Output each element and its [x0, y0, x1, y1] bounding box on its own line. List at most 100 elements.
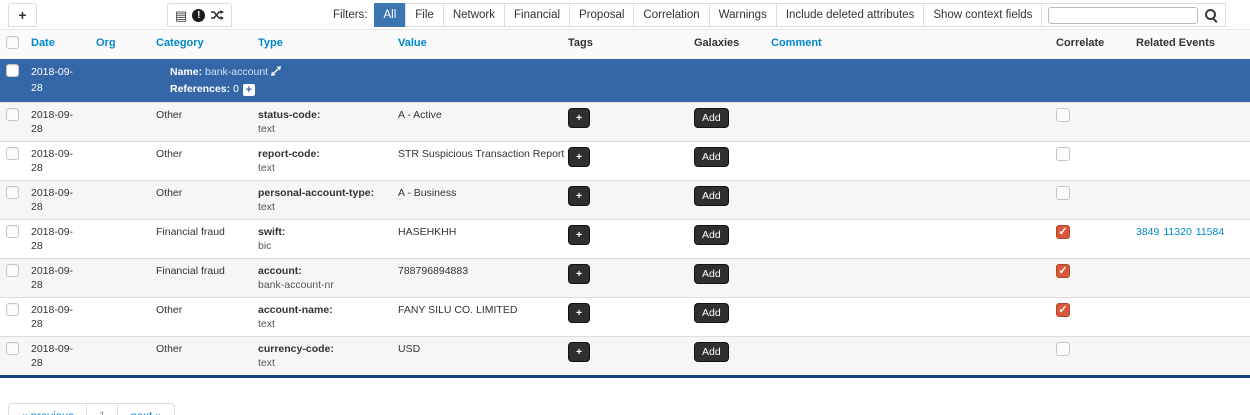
attribute-row: 2018-09-28 Other report-code: text STR Su…: [0, 141, 1250, 181]
row-checkbox[interactable]: [6, 225, 19, 238]
pagination-previous[interactable]: « previous: [8, 403, 88, 415]
attr-value: FANY SILU CO. LIMITED: [392, 297, 548, 337]
add-attribute-button[interactable]: +: [8, 3, 37, 27]
attr-type: personal-account-type: text: [252, 180, 392, 220]
add-reference-icon[interactable]: +: [242, 84, 255, 96]
sort-org-link[interactable]: Org: [96, 37, 116, 49]
filters-label: Filters:: [333, 9, 368, 21]
pagination-next[interactable]: next »: [117, 403, 175, 415]
related-event-link[interactable]: 11320: [1163, 226, 1192, 238]
attr-value: A - Business: [392, 180, 548, 220]
attr-value: USD: [392, 336, 548, 377]
object-row-checkbox[interactable]: [6, 64, 19, 77]
add-galaxy-button[interactable]: Add: [694, 108, 729, 128]
related-event-link[interactable]: 3849: [1136, 226, 1160, 238]
attr-comment: [765, 336, 1050, 377]
attr-org: [90, 297, 150, 337]
attr-org: [90, 258, 150, 298]
correlate-checkbox[interactable]: [1056, 264, 1070, 278]
related-events-cell: [1130, 180, 1250, 220]
filter-tab-include-deleted[interactable]: Include deleted attributes: [775, 3, 925, 27]
filter-tab-all[interactable]: All: [373, 3, 407, 27]
filter-tab-file[interactable]: File: [405, 3, 444, 27]
add-tag-button[interactable]: +: [568, 147, 591, 167]
add-galaxy-button[interactable]: Add: [694, 342, 729, 362]
attr-date: 2018-09-28: [25, 258, 90, 298]
attr-type: account-name: text: [252, 297, 392, 337]
attr-category: Other: [150, 297, 252, 337]
object-info: Name: bank-account References: 0 +: [150, 59, 1250, 103]
filter-tab-financial[interactable]: Financial: [504, 3, 571, 27]
add-galaxy-button[interactable]: Add: [694, 303, 729, 323]
object-header-row: 2018-09-28 Name: bank-account References…: [0, 59, 1250, 103]
sort-value-link[interactable]: Value: [398, 37, 427, 49]
sort-date-link[interactable]: Date: [31, 37, 55, 49]
add-tag-button[interactable]: +: [568, 264, 591, 284]
row-checkbox[interactable]: [6, 108, 19, 121]
attr-type: status-code: text: [252, 102, 392, 142]
sort-category-link[interactable]: Category: [156, 37, 204, 49]
col-org: Org: [90, 30, 150, 59]
expand-object-icon[interactable]: [271, 66, 282, 79]
related-event-link[interactable]: 11584: [1195, 226, 1225, 238]
attr-date: 2018-09-28: [25, 180, 90, 220]
sort-type-link[interactable]: Type: [258, 37, 283, 49]
related-events-cell: [1130, 297, 1250, 337]
attr-value: HASEHKHH: [392, 219, 548, 259]
attr-category: Other: [150, 180, 252, 220]
row-checkbox[interactable]: [6, 303, 19, 316]
filter-tab-proposal[interactable]: Proposal: [569, 3, 635, 27]
object-name[interactable]: bank-account: [205, 66, 269, 78]
add-galaxy-button[interactable]: Add: [694, 186, 729, 206]
col-comment: Comment: [765, 30, 1050, 59]
correlate-checkbox[interactable]: [1056, 303, 1070, 317]
row-checkbox[interactable]: [6, 342, 19, 355]
filter-tab-correlation[interactable]: Correlation: [633, 3, 710, 27]
search-input[interactable]: [1048, 6, 1199, 24]
add-tag-button[interactable]: +: [568, 342, 591, 362]
select-all-checkbox[interactable]: [6, 36, 19, 49]
attr-date: 2018-09-28: [25, 336, 90, 377]
correlate-checkbox[interactable]: [1056, 225, 1070, 239]
correlate-checkbox[interactable]: [1056, 108, 1070, 122]
attr-category: Other: [150, 336, 252, 377]
row-checkbox[interactable]: [6, 264, 19, 277]
add-galaxy-button[interactable]: Add: [694, 225, 729, 245]
object-references-count: 0: [233, 83, 239, 95]
row-checkbox[interactable]: [6, 186, 19, 199]
col-value: Value: [392, 30, 548, 59]
attr-date: 2018-09-28: [25, 141, 90, 181]
add-tag-button[interactable]: +: [568, 225, 591, 245]
attr-category: Other: [150, 102, 252, 142]
row-checkbox[interactable]: [6, 147, 19, 160]
add-galaxy-button[interactable]: Add: [694, 147, 729, 167]
filter-tab-show-context[interactable]: Show context fields: [923, 3, 1043, 27]
attr-org: [90, 219, 150, 259]
attribute-row: 2018-09-28 Other currency-code: text USD …: [0, 336, 1250, 377]
correlate-checkbox[interactable]: [1056, 186, 1070, 200]
search-icon[interactable]: [1204, 8, 1219, 23]
add-tag-button[interactable]: +: [568, 186, 591, 206]
exclamation-circle-icon[interactable]: !: [192, 8, 206, 22]
filter-tab-warnings[interactable]: Warnings: [708, 3, 777, 27]
list-icon[interactable]: ▤: [175, 7, 188, 23]
sort-comment-link[interactable]: Comment: [771, 37, 822, 49]
select-all-cell: [0, 30, 25, 59]
add-galaxy-button[interactable]: Add: [694, 264, 729, 284]
correlate-checkbox[interactable]: [1056, 147, 1070, 161]
correlate-checkbox[interactable]: [1056, 342, 1070, 356]
attr-value: STR Suspicious Transaction Report: [392, 141, 564, 181]
attr-comment: [765, 258, 1050, 298]
attr-date: 2018-09-28: [25, 102, 90, 142]
col-category: Category: [150, 30, 252, 59]
shuffle-icon[interactable]: [210, 9, 225, 21]
add-tag-button[interactable]: +: [568, 303, 591, 323]
add-tag-button[interactable]: +: [568, 108, 591, 128]
object-date: 2018-09-28: [25, 59, 90, 103]
attr-type: report-code: text: [252, 141, 392, 181]
pagination: « previous 1 next »: [8, 403, 175, 415]
filter-tab-network[interactable]: Network: [442, 3, 505, 27]
object-org: [90, 59, 150, 103]
related-events-cell: [1130, 102, 1250, 142]
